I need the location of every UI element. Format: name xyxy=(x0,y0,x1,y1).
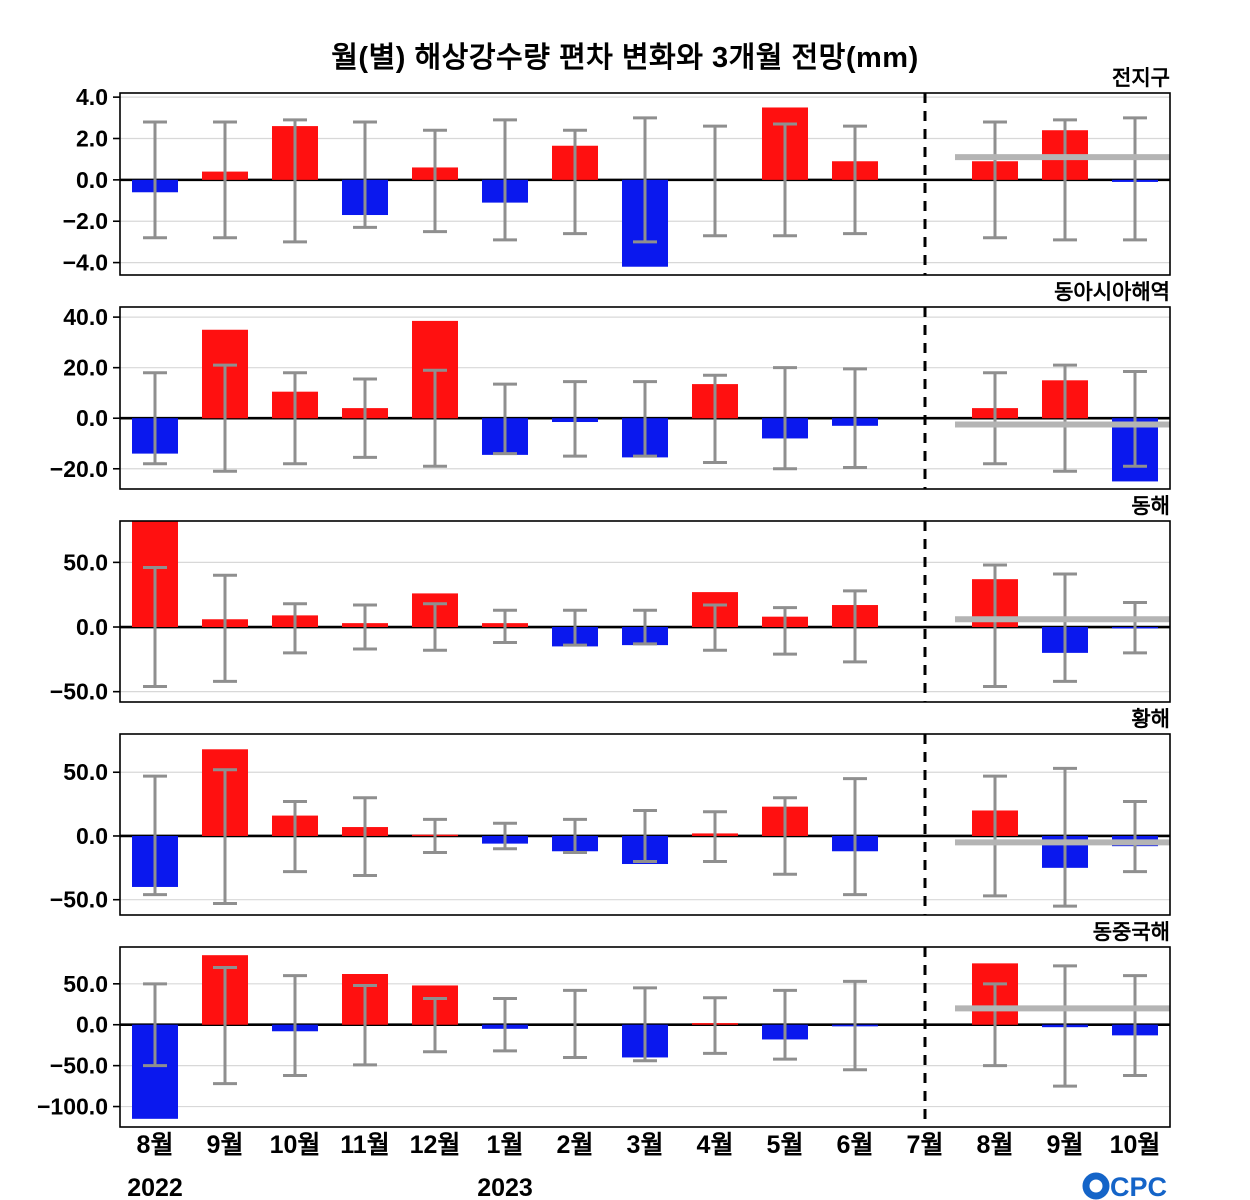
y-tick-label: 0.0 xyxy=(76,823,108,849)
y-tick-label: 0.0 xyxy=(76,167,108,193)
year-label: 2022 xyxy=(127,1174,183,1200)
y-tick-label: 4.0 xyxy=(76,84,108,110)
y-tick-label: −50.0 xyxy=(50,1053,108,1079)
y-tick-label: 0.0 xyxy=(76,614,108,640)
x-tick-label: 12월 xyxy=(410,1131,461,1159)
ocpc-ring-icon xyxy=(1082,1172,1110,1200)
x-tick-label: 8월 xyxy=(137,1131,174,1159)
x-tick-label: 10월 xyxy=(1110,1131,1161,1159)
chart-title: 월(별) 해상강수량 편차 변화와 3개월 전망(mm) xyxy=(331,42,919,74)
x-tick-label: 8월 xyxy=(977,1131,1014,1159)
panel-label: 동아시아해역 xyxy=(1054,281,1170,304)
panel-label: 전지구 xyxy=(1112,67,1170,90)
x-tick-label: 3월 xyxy=(627,1131,664,1159)
y-tick-label: 50.0 xyxy=(63,971,108,997)
y-tick-label: 50.0 xyxy=(63,549,108,575)
y-tick-label: −2.0 xyxy=(63,208,108,234)
panel-border xyxy=(119,92,1171,276)
y-tick-label: 20.0 xyxy=(63,355,108,381)
x-tick-label: 10월 xyxy=(270,1131,321,1159)
panel-border xyxy=(119,733,1171,916)
y-tick-label: 50.0 xyxy=(63,759,108,785)
x-tick-label: 4월 xyxy=(697,1131,734,1159)
y-tick-label: 0.0 xyxy=(76,405,108,431)
x-tick-label: 9월 xyxy=(1047,1131,1084,1159)
panel-border xyxy=(119,306,1171,490)
x-tick-label: 11월 xyxy=(340,1131,389,1159)
y-tick-label: −100.0 xyxy=(37,1094,108,1120)
x-tick-label: 5월 xyxy=(767,1131,804,1159)
panel-border xyxy=(119,520,1171,703)
y-tick-label: −50.0 xyxy=(50,887,108,913)
panel-label: 동해 xyxy=(1131,495,1170,518)
x-tick-label: 9월 xyxy=(207,1131,244,1159)
panel-label: 동중국해 xyxy=(1093,921,1170,944)
x-tick-label: 1월 xyxy=(487,1131,524,1159)
year-label: 2023 xyxy=(477,1174,533,1200)
y-tick-label: 0.0 xyxy=(76,1012,108,1038)
x-tick-label: 2월 xyxy=(557,1131,594,1159)
y-tick-label: 40.0 xyxy=(63,304,108,330)
panel-label: 황해 xyxy=(1131,708,1170,731)
y-tick-label: −20.0 xyxy=(50,456,108,482)
panel-border xyxy=(119,946,1171,1128)
y-tick-label: 2.0 xyxy=(76,126,108,152)
x-tick-label: 7월 xyxy=(907,1131,944,1159)
y-tick-label: −4.0 xyxy=(63,250,108,276)
y-tick-label: −50.0 xyxy=(50,679,108,705)
x-tick-label: 6월 xyxy=(837,1131,874,1159)
ocpc-logo-text: CPC xyxy=(1110,1172,1167,1200)
